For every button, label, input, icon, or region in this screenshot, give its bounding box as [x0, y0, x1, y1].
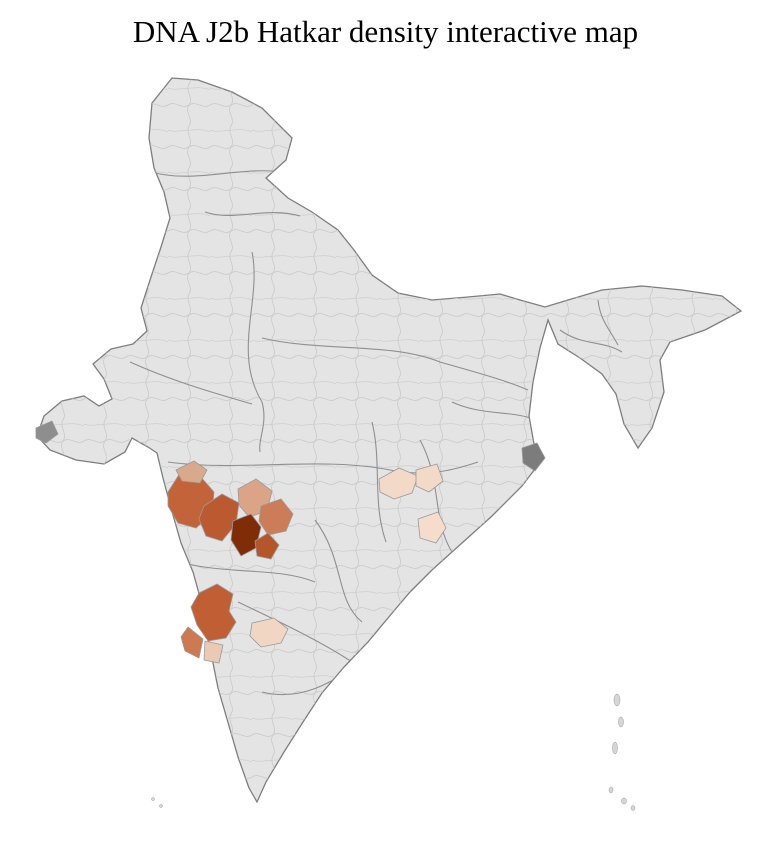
shaded-district-13[interactable]	[417, 511, 447, 544]
shaded-district-11[interactable]	[378, 467, 419, 500]
shaded-district-9[interactable]	[180, 626, 204, 659]
shaded-district-5[interactable]	[258, 498, 294, 536]
page-title: DNA J2b Hatkar density interactive map	[132, 14, 639, 49]
shaded-district-16[interactable]	[35, 420, 59, 444]
shaded-district-12[interactable]	[415, 463, 444, 493]
shaded-district-7[interactable]	[254, 532, 280, 560]
shaded-district-8[interactable]	[190, 583, 237, 642]
shaded-district-2[interactable]	[198, 493, 240, 542]
state-boundaries	[129, 170, 623, 696]
density-districts	[35, 420, 546, 664]
shaded-district-3[interactable]	[175, 460, 208, 484]
shaded-district-14[interactable]	[249, 617, 289, 648]
shaded-district-10[interactable]	[203, 640, 224, 664]
district-boundaries-texture	[37, 78, 741, 802]
shaded-district-15[interactable]	[521, 442, 546, 472]
andaman-nicobar-islands	[608, 693, 636, 811]
lakshadweep-islands	[151, 797, 163, 808]
